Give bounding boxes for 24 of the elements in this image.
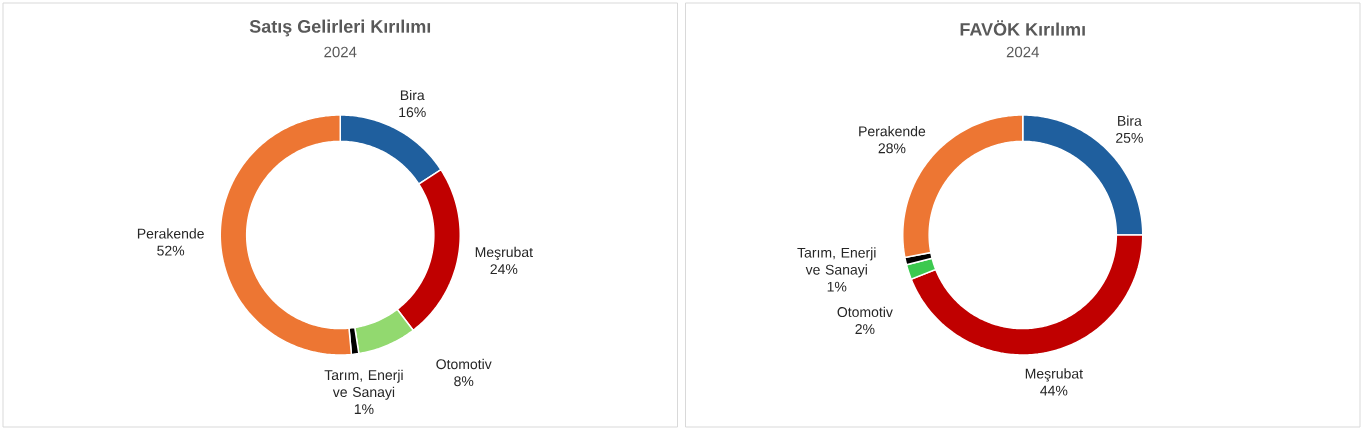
data-label: 1%: [354, 404, 374, 414]
slice-label: Meşrubat: [475, 246, 533, 260]
slice-label: Tarım, Enerji ve Sanayi: [324, 369, 403, 400]
data-label: 25%: [1116, 132, 1143, 143]
chart-subtitle: 2024: [324, 46, 357, 58]
slice-label: Tarım, Enerji ve Sanayi: [797, 247, 876, 278]
data-label: 2%: [855, 324, 875, 334]
slice-label: Bira: [400, 89, 425, 101]
chart-title: Satış Gelirleri Kırılımı: [249, 19, 431, 37]
slice-label: Bira: [1118, 115, 1142, 126]
slice-label: Perakende: [137, 228, 204, 239]
slice-label: Otomotiv: [837, 306, 893, 318]
slice-label: Meşrubat: [1025, 368, 1083, 382]
data-label: 44%: [1040, 385, 1068, 396]
data-label: 16%: [399, 107, 426, 118]
slice-label: Perakende: [859, 125, 926, 137]
data-label: 28%: [878, 143, 906, 154]
data-label: 8%: [454, 376, 474, 387]
data-label: 52%: [157, 245, 185, 256]
data-label: 24%: [490, 264, 518, 275]
data-label: 1%: [827, 281, 847, 292]
chart-subtitle: 2024: [1006, 46, 1039, 58]
chart-title: FAVÖK Kırılımı: [960, 20, 1085, 36]
slice-label: Otomotiv: [436, 358, 492, 370]
